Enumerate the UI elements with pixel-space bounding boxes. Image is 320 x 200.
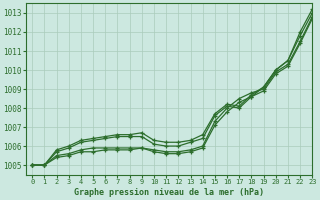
X-axis label: Graphe pression niveau de la mer (hPa): Graphe pression niveau de la mer (hPa) bbox=[74, 188, 264, 197]
